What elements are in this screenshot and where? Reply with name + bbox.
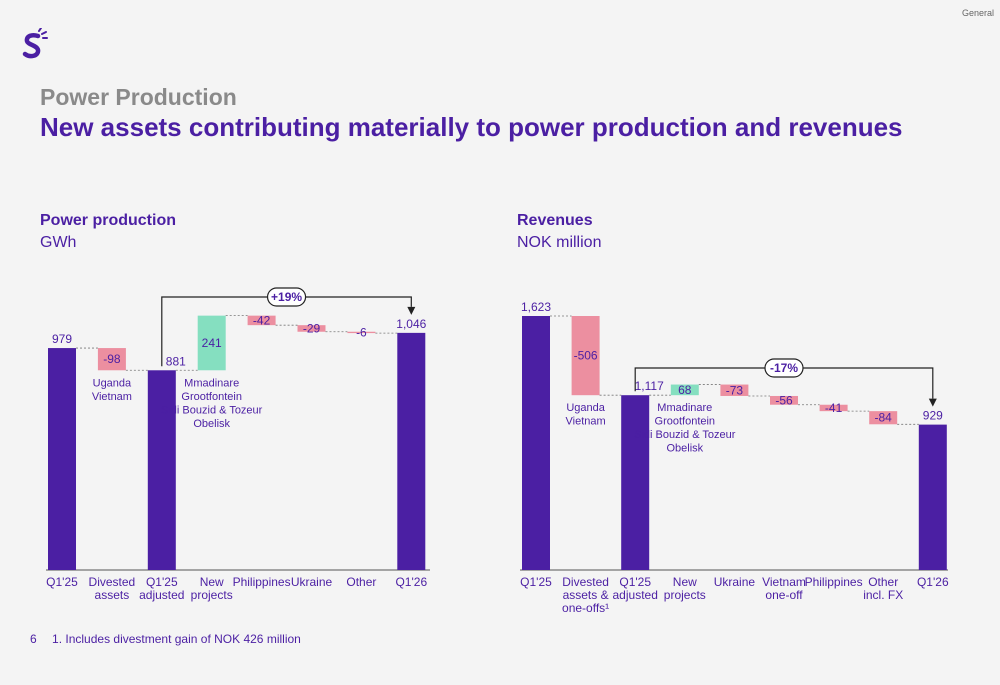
bar-6 xyxy=(819,404,848,412)
bar-5 xyxy=(770,395,798,405)
data-label-6: -41 xyxy=(825,401,843,415)
footer: 6 1. Includes divestment gain of NOK 426… xyxy=(30,632,313,646)
data-label-3: 68 xyxy=(678,383,692,397)
category-label-2: Q1'25 xyxy=(146,575,178,589)
annotation-1-line: Mmadinare xyxy=(184,377,239,389)
revenue-chart-title: Revenues xyxy=(517,212,593,229)
page-number: 6 xyxy=(30,632,37,646)
bar-1 xyxy=(97,348,126,371)
annotation-0-line: Uganda xyxy=(566,402,605,414)
category-label-1: Divested xyxy=(562,575,609,589)
power-chart-title: Power production xyxy=(40,212,176,229)
data-label-0: 1,623 xyxy=(521,300,551,314)
category-label-6: Philippines xyxy=(805,575,863,589)
category-label-2: adjusted xyxy=(613,588,658,602)
data-label-4: -42 xyxy=(253,313,271,327)
bar-7 xyxy=(869,411,898,425)
annotation-1-line: Grootfontein xyxy=(655,416,716,428)
category-label-2: Q1'25 xyxy=(619,575,651,589)
bar-4 xyxy=(720,384,749,396)
bar-2 xyxy=(621,395,650,570)
bar-4 xyxy=(247,315,276,326)
brand-s-logo xyxy=(22,28,48,59)
category-label-1: assets & xyxy=(563,588,609,602)
data-label-2: 1,117 xyxy=(635,379,664,393)
category-label-6: Other xyxy=(346,575,376,589)
category-label-3: New xyxy=(673,575,697,589)
annotation-1-line: Sidi Bouzid & Tozeur xyxy=(634,429,736,441)
data-label-8: 929 xyxy=(923,409,943,423)
annotation-0-line: Vietnam xyxy=(92,391,132,403)
bar-3 xyxy=(197,315,226,371)
annotation-1-line: Mmadinare xyxy=(657,402,712,414)
data-label-2: 881 xyxy=(166,354,186,368)
bar-3 xyxy=(670,384,699,396)
power-production-waterfall-chart: 979Q1'25-98Divestedassets881Q1'25adjuste… xyxy=(46,287,430,602)
bar-8 xyxy=(918,424,947,570)
data-label-1: -506 xyxy=(574,349,598,363)
bar-1 xyxy=(571,316,600,396)
category-label-8: Q1'26 xyxy=(917,575,949,589)
bar-0 xyxy=(522,316,550,570)
annotation-0-line: Vietnam xyxy=(566,416,606,428)
category-label-3: projects xyxy=(191,588,233,602)
data-label-1: -98 xyxy=(103,352,121,366)
classification-label: General xyxy=(961,8,994,18)
category-label-3: projects xyxy=(664,588,706,602)
page-title: New assets contributing materially to po… xyxy=(40,112,903,142)
data-label-7: -84 xyxy=(875,411,893,425)
category-label-5: one-off xyxy=(765,588,803,602)
logo-ray-1 xyxy=(38,28,42,32)
footnote-text: 1. Includes divestment gain of NOK 426 m… xyxy=(52,632,301,646)
category-label-4: Philippines xyxy=(233,575,291,589)
logo-s-shape xyxy=(22,32,41,59)
bar-0 xyxy=(48,348,76,570)
data-label-0: 979 xyxy=(52,332,72,346)
bar-7 xyxy=(397,332,426,570)
category-label-7: Q1'26 xyxy=(395,575,427,589)
annotation-0-line: Uganda xyxy=(93,377,132,389)
category-label-0: Q1'25 xyxy=(46,575,78,589)
category-label-1: one-offs¹ xyxy=(562,601,609,615)
annotation-1-line: Grootfontein xyxy=(181,391,242,403)
category-label-1: Divested xyxy=(89,575,136,589)
annotation-1-line: Obelisk xyxy=(193,418,230,430)
power-chart-unit: GWh xyxy=(40,234,77,251)
bar-2 xyxy=(147,370,176,570)
data-label-3: 241 xyxy=(202,336,222,350)
logo-ray-2 xyxy=(41,31,47,35)
change-badge xyxy=(266,287,307,307)
category-label-7: Other xyxy=(868,575,898,589)
revenue-chart-unit: NOK million xyxy=(517,234,602,251)
category-label-5: Vietnam xyxy=(762,575,806,589)
annotation-1-line: Obelisk xyxy=(666,443,703,455)
data-label-4: -73 xyxy=(726,383,744,397)
change-label: -17% xyxy=(770,361,798,375)
category-label-7: incl. FX xyxy=(863,588,903,602)
category-label-2: adjusted xyxy=(139,588,184,602)
category-label-3: New xyxy=(200,575,224,589)
page-eyebrow: Power Production xyxy=(40,84,237,110)
change-arrowhead xyxy=(928,398,937,407)
annotation-1-line: Sidi Bouzid & Tozeur xyxy=(161,404,263,416)
bar-5 xyxy=(297,325,326,332)
change-arrowhead xyxy=(407,306,416,315)
category-label-4: Ukraine xyxy=(714,575,756,589)
change-badge xyxy=(764,358,804,378)
category-label-1: assets xyxy=(95,588,130,602)
data-label-5: -29 xyxy=(303,321,321,335)
bar-6 xyxy=(347,331,376,334)
category-label-0: Q1'25 xyxy=(520,575,552,589)
data-label-6: -6 xyxy=(356,325,367,339)
change-label: +19% xyxy=(271,290,302,304)
category-label-5: Ukraine xyxy=(291,575,333,589)
data-label-5: -56 xyxy=(775,393,793,407)
data-label-7: 1,046 xyxy=(396,317,426,331)
